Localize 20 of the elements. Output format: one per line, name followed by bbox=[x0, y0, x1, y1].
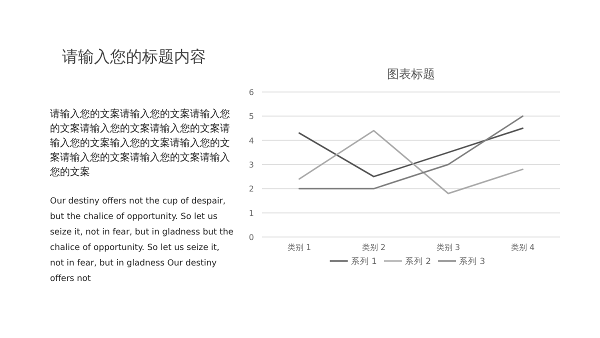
x-tick-label: 类别 3 bbox=[436, 243, 460, 252]
line-series bbox=[298, 130, 524, 194]
y-tick-label: 3 bbox=[248, 160, 254, 170]
legend-label: 系列 2 bbox=[404, 256, 432, 267]
x-tick-label: 类别 4 bbox=[510, 243, 535, 252]
x-tick-label: 类别 1 bbox=[287, 243, 312, 252]
legend-label: 系列 1 bbox=[350, 256, 377, 267]
y-tick-label: 1 bbox=[248, 208, 254, 218]
legend-label: 系列 3 bbox=[459, 256, 486, 267]
y-tick-label: 6 bbox=[248, 88, 254, 97]
y-tick-label: 4 bbox=[248, 136, 254, 146]
y-tick-label: 5 bbox=[248, 112, 254, 122]
y-tick-label: 0 bbox=[248, 233, 254, 242]
text: Our destiny offers not the cup of despair, but the chalice of opportunity. So let us seize it, not in fear, but in gladness but the chalice of opportunity. So let us seize it, not in fear, but in gladness Our destiny offers not bbox=[50, 196, 234, 284]
text: 请输入您的文案请输入您的文案请输入您的文案请输入您的文案请输入您的文案请输入您的文案输入您的文案请输入您的文案请输入您的文案请输入您的文案请输入您的文案 bbox=[49, 108, 230, 178]
text: 请输入您的标题内容 bbox=[62, 47, 206, 66]
chart-title: 图表标题 bbox=[387, 67, 435, 81]
line-series bbox=[298, 128, 524, 178]
y-tick-label: 2 bbox=[248, 184, 254, 194]
x-tick-label: 类别 2 bbox=[362, 243, 386, 252]
